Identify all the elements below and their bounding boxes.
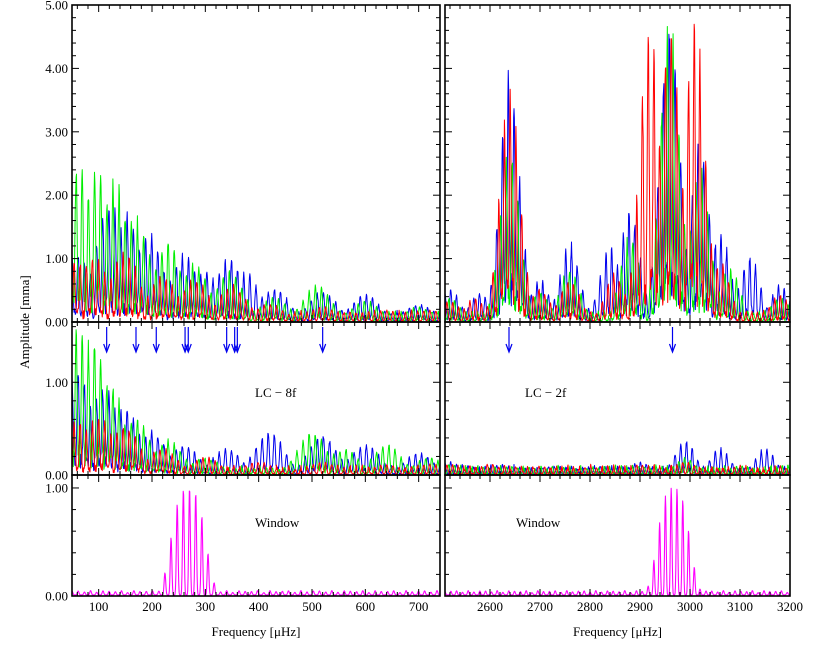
panel-frame <box>444 474 791 597</box>
panel-data <box>445 441 790 475</box>
frequency-arrow <box>184 327 192 354</box>
series-green-line <box>72 169 440 322</box>
x-axis-title: Frequency [μHz] <box>573 624 662 639</box>
panel-top-right <box>444 4 791 323</box>
x-tick-label: 3000 <box>677 599 703 614</box>
series-window-line <box>445 487 790 596</box>
series-blue-line <box>72 375 440 475</box>
panel-data <box>445 23 790 322</box>
panel-top-left: 0.00 1.00 2.00 3.00 4.00 5.00 <box>45 0 441 330</box>
frequency-arrow <box>103 327 111 354</box>
x-tick-label: 100 <box>89 599 109 614</box>
series-green-line <box>445 25 790 322</box>
x-tick-label: 3100 <box>727 599 753 614</box>
frequency-arrow <box>132 327 140 354</box>
x-tick-label: 200 <box>142 599 162 614</box>
series-blue-line <box>445 33 790 322</box>
frequency-arrow <box>233 327 241 354</box>
x-tick-label: 300 <box>196 599 216 614</box>
y-tick-label: 1.00 <box>45 480 68 495</box>
x-tick-label: 2700 <box>527 599 553 614</box>
x-tick-label: 3200 <box>777 599 803 614</box>
x-tick-label: 600 <box>356 599 376 614</box>
y-tick-label: 0.00 <box>45 468 68 483</box>
panel-frame <box>444 321 791 476</box>
panel-data <box>72 490 440 596</box>
frequency-arrow <box>319 327 327 354</box>
y-tick-label: 3.00 <box>45 124 68 139</box>
panel-data <box>72 329 440 475</box>
panel-bottom-right: 2600 2700 2800 2900 3000 3100 3200 Frequency [μ… <box>444 474 803 639</box>
panel-annotation: Window <box>516 515 561 530</box>
panel-annotation: LC − 8f <box>255 385 297 400</box>
panel-data <box>72 169 440 322</box>
series-blue-line <box>72 207 440 322</box>
panel-frame <box>71 474 441 597</box>
x-tick-label: 500 <box>302 599 322 614</box>
y-tick-label: 4.00 <box>45 61 68 76</box>
x-tick-label: 700 <box>409 599 429 614</box>
x-tick-label: 400 <box>249 599 269 614</box>
frequency-arrow <box>223 327 231 354</box>
panel-data <box>445 487 790 596</box>
x-axis-title: Frequency [μHz] <box>212 624 301 639</box>
frequency-arrow <box>668 327 677 354</box>
series-red-line <box>445 23 790 322</box>
series-red-line <box>72 418 440 475</box>
y-tick-label: 0.00 <box>45 589 68 604</box>
y-tick-label: 5.00 <box>45 0 68 13</box>
series-red-line <box>72 251 440 322</box>
panel-middle-right: LC − 2f <box>444 321 791 476</box>
x-tick-label: 2600 <box>477 599 503 614</box>
panel-annotation: Window <box>255 515 300 530</box>
y-tick-label: 1.00 <box>45 375 68 390</box>
y-tick-label: 1.00 <box>45 251 68 266</box>
frequency-arrow <box>505 327 513 354</box>
x-tick-label: 2900 <box>627 599 653 614</box>
series-window-line <box>72 490 440 596</box>
panel-bottom-left: 0.00 1.00 100 200 300 400 500 600 700 Frequency [… <box>45 474 441 639</box>
y-tick-label: 2.00 <box>45 188 68 203</box>
frequency-arrow <box>152 327 160 354</box>
x-tick-label: 2800 <box>577 599 603 614</box>
panel-frame <box>71 4 441 323</box>
series-blue-line <box>445 441 790 475</box>
y-axis-title: Amplitude [mma] <box>17 275 32 369</box>
y-tick-label: 0.00 <box>45 315 68 330</box>
panel-middle-left: 0.00 1.00 LC − 8f <box>45 321 441 483</box>
panel-annotation: LC − 2f <box>525 385 567 400</box>
frequency-arrow <box>181 327 189 354</box>
series-green-line <box>72 329 440 475</box>
